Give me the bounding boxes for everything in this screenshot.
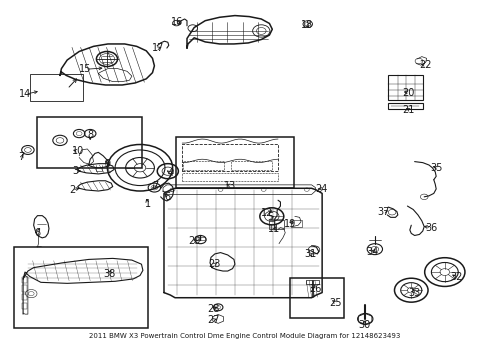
Text: 16: 16 xyxy=(171,17,183,27)
Text: 17: 17 xyxy=(152,43,164,53)
Text: 36: 36 xyxy=(425,222,437,233)
Bar xyxy=(305,280,319,284)
Text: 25: 25 xyxy=(328,298,341,308)
Text: 10: 10 xyxy=(72,147,84,156)
Text: 37: 37 xyxy=(377,207,389,217)
Text: 15: 15 xyxy=(79,64,91,74)
Text: 7: 7 xyxy=(151,181,158,190)
Bar xyxy=(182,144,278,171)
Text: 12: 12 xyxy=(261,208,273,218)
Bar xyxy=(182,173,278,181)
Text: 2: 2 xyxy=(69,185,75,195)
Bar xyxy=(21,277,27,283)
Text: 35: 35 xyxy=(429,163,442,173)
Text: 19: 19 xyxy=(284,219,296,229)
Text: 2011 BMW X3 Powertrain Control Dme Engine Control Module Diagram for 12148623493: 2011 BMW X3 Powertrain Control Dme Engin… xyxy=(89,333,399,339)
Text: 21: 21 xyxy=(402,105,414,114)
Text: 32: 32 xyxy=(449,272,462,282)
Text: 7: 7 xyxy=(19,153,25,162)
Text: 34: 34 xyxy=(366,247,378,257)
Text: 24: 24 xyxy=(314,184,326,194)
Text: 38: 38 xyxy=(103,269,115,279)
Bar xyxy=(30,74,82,101)
Bar xyxy=(231,161,271,171)
Bar xyxy=(15,247,147,328)
Bar xyxy=(195,237,205,240)
Text: 18: 18 xyxy=(300,20,312,30)
Text: 27: 27 xyxy=(207,315,219,325)
Text: 6: 6 xyxy=(34,228,41,238)
Text: 1: 1 xyxy=(144,199,150,209)
Bar xyxy=(387,76,422,100)
Bar xyxy=(176,137,293,188)
Bar xyxy=(269,220,283,229)
Text: 11: 11 xyxy=(267,224,280,234)
Text: 6: 6 xyxy=(164,192,170,202)
Text: 26: 26 xyxy=(308,284,321,294)
Text: 14: 14 xyxy=(20,89,32,99)
Bar xyxy=(387,103,422,109)
Text: 22: 22 xyxy=(419,60,431,70)
Text: 29: 29 xyxy=(187,236,200,246)
Bar xyxy=(21,302,27,309)
Text: 33: 33 xyxy=(407,288,420,298)
Text: 9: 9 xyxy=(103,159,110,169)
Text: 13: 13 xyxy=(224,181,236,190)
Text: 3: 3 xyxy=(73,166,79,176)
Text: 28: 28 xyxy=(207,304,219,314)
Text: 30: 30 xyxy=(357,320,370,330)
Text: 5: 5 xyxy=(266,212,272,222)
Bar xyxy=(38,117,142,168)
Bar xyxy=(21,294,27,300)
Text: 8: 8 xyxy=(87,130,93,140)
Text: 4: 4 xyxy=(167,168,173,178)
Bar xyxy=(289,278,343,318)
Bar xyxy=(21,285,27,292)
Bar xyxy=(290,220,302,226)
Bar xyxy=(183,161,224,171)
Text: 31: 31 xyxy=(304,249,316,259)
Text: 20: 20 xyxy=(402,87,414,98)
Text: 23: 23 xyxy=(208,259,221,269)
